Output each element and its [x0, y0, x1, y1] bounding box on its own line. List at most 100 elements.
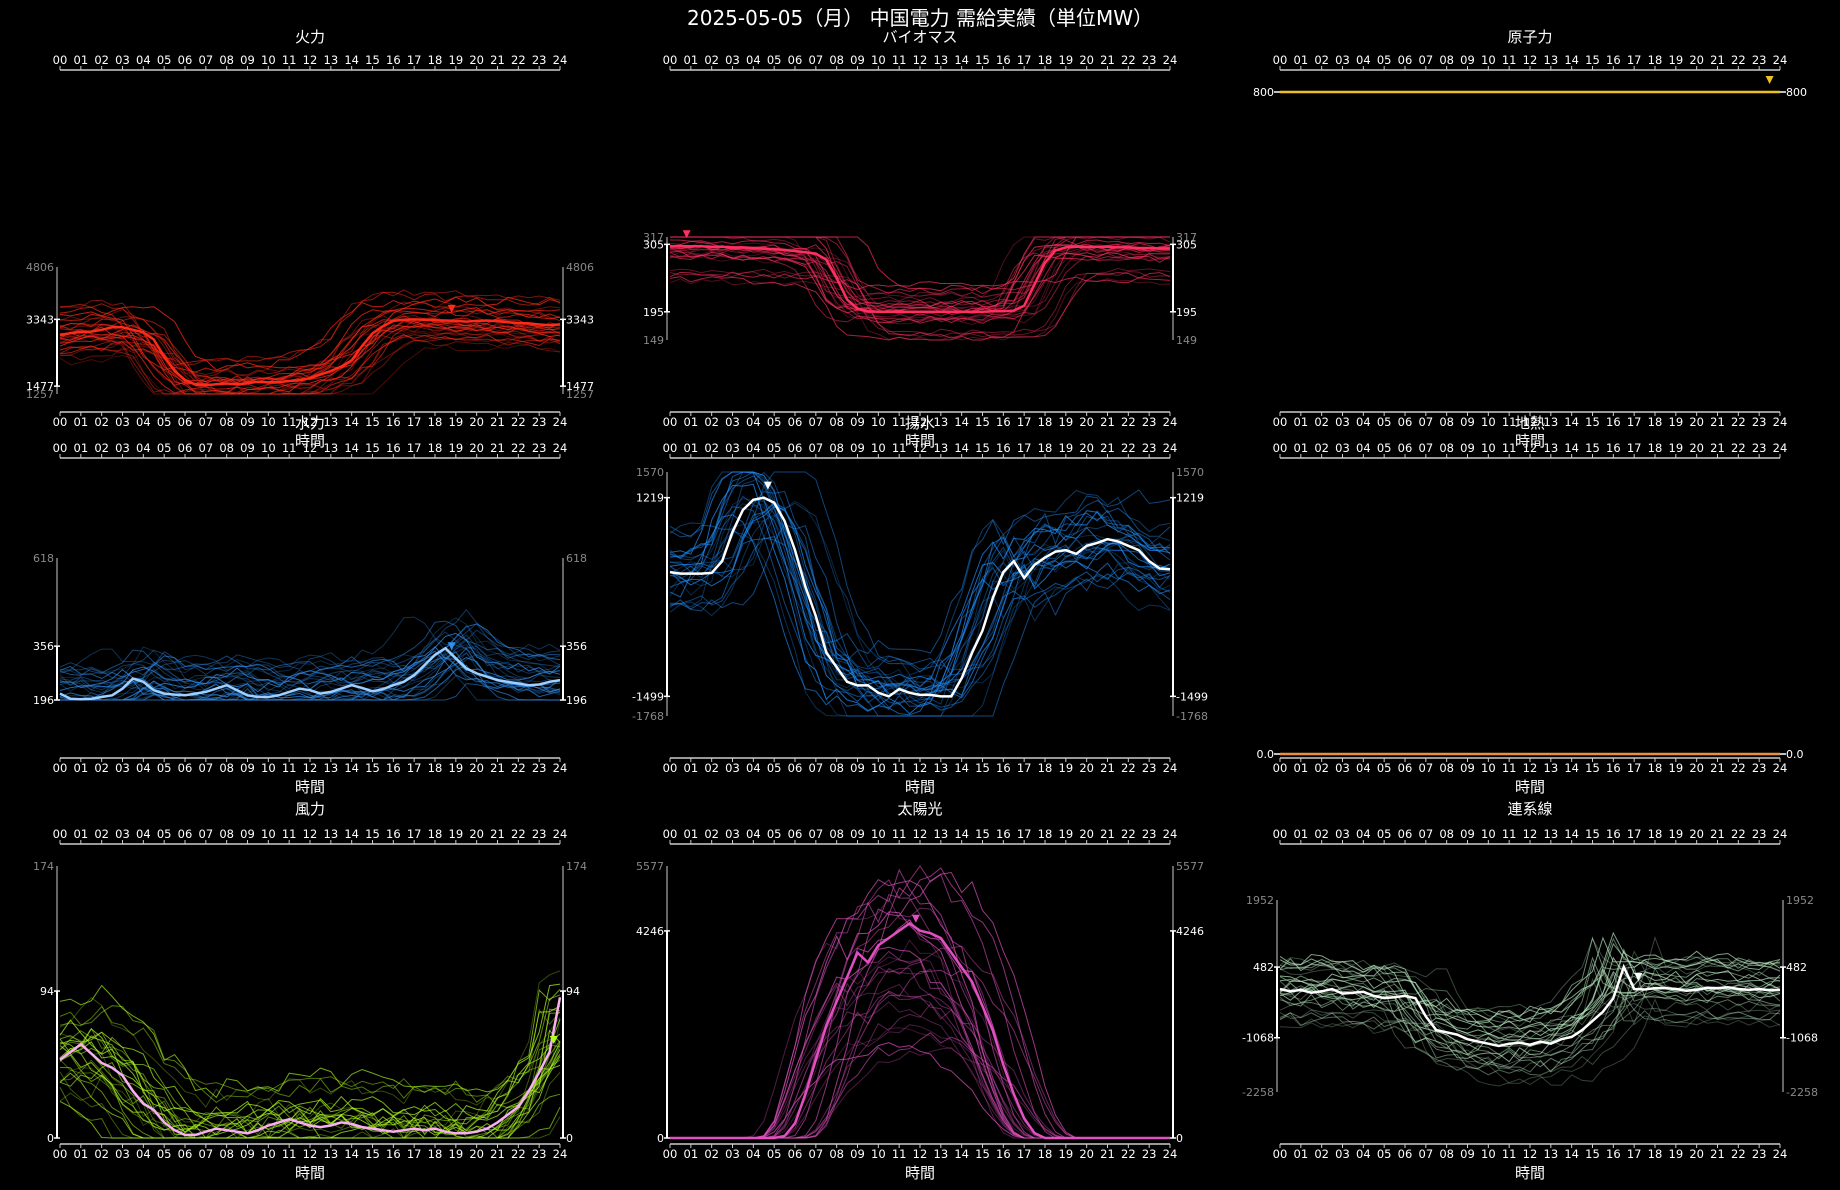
- x-tick-label: 19: [449, 1147, 464, 1161]
- x-tick-label: 03: [725, 761, 740, 775]
- x-tick-label: 06: [788, 761, 803, 775]
- x-tick-label: 07: [199, 827, 214, 841]
- x-tick-label: 13: [324, 441, 339, 455]
- series-line: [670, 236, 1170, 295]
- x-tick-label: 01: [684, 441, 699, 455]
- y-tick-label-outer: 174: [566, 860, 587, 873]
- x-tick-label: 04: [1356, 415, 1371, 429]
- x-tick-label: 22: [1121, 827, 1136, 841]
- x-tick-label: 15: [365, 415, 380, 429]
- x-tick-label: 23: [1752, 761, 1767, 775]
- series-line: [670, 865, 1170, 1139]
- series-line: [1279, 994, 1781, 1073]
- x-tick-label: 09: [240, 1147, 255, 1161]
- x-tick-label: 19: [1669, 761, 1684, 775]
- x-tick-label: 05: [157, 827, 172, 841]
- x-tick-label: 10: [1481, 415, 1496, 429]
- y-tick-label-outer: 1952: [1246, 894, 1274, 907]
- x-tick-label: 13: [934, 827, 949, 841]
- x-tick-label: 02: [94, 415, 109, 429]
- series-line: [1279, 994, 1781, 1073]
- x-tick-label: 05: [1377, 827, 1392, 841]
- x-tick-label: 07: [199, 1147, 214, 1161]
- x-tick-label: 20: [1079, 761, 1094, 775]
- series-line: [669, 503, 1171, 717]
- x-tick-label: 07: [809, 761, 824, 775]
- series-line: [669, 506, 1171, 705]
- x-tick-label: 24: [1773, 441, 1788, 455]
- x-tick-label: 20: [1689, 827, 1704, 841]
- chart-panel: バイオマス 00 01 02 03 04 05 06 07 08 09 10 11 12 13 14 15 16 1…: [643, 28, 1197, 450]
- x-tick-label: 21: [490, 1147, 505, 1161]
- x-tick-label: 04: [1356, 761, 1371, 775]
- x-tick-label: 11: [892, 761, 907, 775]
- x-tick-label: 24: [553, 441, 568, 455]
- x-tick-label: 04: [1356, 53, 1371, 67]
- x-axis-label: 時間: [295, 1164, 325, 1182]
- x-tick-label: 24: [1163, 441, 1178, 455]
- x-tick-label: 22: [1121, 1147, 1136, 1161]
- x-tick-label: 22: [1731, 441, 1746, 455]
- series-line: [59, 324, 561, 395]
- series-line: [669, 471, 1171, 655]
- x-tick-label: 17: [1017, 415, 1032, 429]
- x-tick-label: 06: [1398, 1147, 1413, 1161]
- x-tick-label: 23: [532, 53, 547, 67]
- x-tick-label: 02: [1314, 761, 1329, 775]
- y-tick-label-outer: 618: [33, 552, 54, 565]
- x-tick-label: 16: [996, 1147, 1011, 1161]
- x-tick-label: 15: [365, 761, 380, 775]
- series-line: [669, 495, 1171, 705]
- x-tick-label: 07: [199, 441, 214, 455]
- x-tick-label: 17: [1627, 415, 1642, 429]
- x-tick-label: 15: [365, 827, 380, 841]
- x-tick-label: 03: [725, 53, 740, 67]
- series-line: [59, 617, 561, 676]
- x-tick-label: 08: [219, 441, 234, 455]
- x-tick-label: 02: [704, 827, 719, 841]
- x-tick-label: 18: [1648, 761, 1663, 775]
- x-tick-label: 04: [1356, 441, 1371, 455]
- series-line: [59, 1005, 561, 1136]
- x-tick-label: 03: [115, 1147, 130, 1161]
- x-tick-label: 06: [178, 761, 193, 775]
- x-tick-label: 19: [1669, 441, 1684, 455]
- x-tick-label: 23: [1142, 827, 1157, 841]
- x-tick-label: 21: [1100, 761, 1115, 775]
- y-tick-label: 800: [1253, 86, 1274, 99]
- series-line: [59, 989, 561, 1136]
- chart-title: 揚水: [905, 414, 935, 432]
- series-line: [59, 307, 561, 386]
- x-tick-label: 03: [1335, 53, 1350, 67]
- x-tick-label: 23: [532, 441, 547, 455]
- y-tick-label-outer: 1570: [1176, 466, 1204, 479]
- series-line: [59, 657, 561, 701]
- x-tick-label: 02: [1314, 1147, 1329, 1161]
- series-line: [669, 267, 1171, 338]
- x-tick-label: 08: [219, 415, 234, 429]
- series-line: [670, 236, 1170, 287]
- series-line: [59, 994, 561, 1130]
- x-tick-label: 22: [511, 53, 526, 67]
- x-tick-label: 04: [746, 53, 761, 67]
- x-tick-label: 16: [996, 53, 1011, 67]
- series-line-today: [59, 997, 562, 1137]
- x-tick-label: 01: [74, 1147, 89, 1161]
- x-tick-label: 15: [975, 761, 990, 775]
- x-tick-label: 10: [1481, 761, 1496, 775]
- x-tick-label: 08: [1439, 1147, 1454, 1161]
- y-tick-label-outer: 1952: [1786, 894, 1814, 907]
- series-line-today: [669, 496, 1171, 698]
- x-tick-label: 13: [934, 1147, 949, 1161]
- x-tick-label: 17: [1627, 761, 1642, 775]
- x-tick-label: 23: [1142, 415, 1157, 429]
- y-tick-label: 3343: [566, 313, 594, 326]
- x-tick-label: 08: [219, 53, 234, 67]
- x-tick-label: 13: [1544, 441, 1559, 455]
- x-tick-label: 00: [1273, 415, 1288, 429]
- x-tick-label: 13: [324, 415, 339, 429]
- x-tick-label: 03: [115, 53, 130, 67]
- series-line: [670, 1042, 1170, 1139]
- x-tick-label: 10: [1481, 441, 1496, 455]
